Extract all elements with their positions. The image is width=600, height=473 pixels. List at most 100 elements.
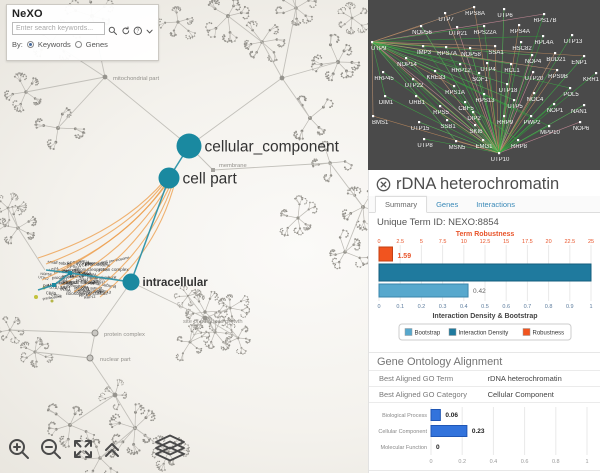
gene-label-RRP8[interactable]: RRP8 (511, 144, 528, 150)
fit-screen-icon[interactable] (71, 437, 95, 466)
gene-node[interactable]: UTP8 (417, 138, 433, 149)
graph-node-cell_part[interactable] (158, 167, 180, 189)
gene-node[interactable]: HSC82 (512, 41, 532, 52)
graph-node-label-cell_part[interactable]: cell part (183, 171, 238, 188)
gene-node[interactable]: PWP2 (523, 115, 541, 126)
gene-label-UTP13[interactable]: UTP13 (564, 39, 583, 45)
gene-node[interactable]: RPL4A (534, 35, 554, 46)
gene-label-UTP8[interactable]: UTP8 (417, 143, 433, 149)
zoom-out-icon[interactable] (39, 437, 64, 467)
gene-node[interactable]: RRP8 (511, 139, 528, 150)
gene-label-SKI6[interactable]: SKI6 (469, 129, 483, 135)
gene-node[interactable]: BUD21 (546, 52, 566, 63)
gene-node[interactable]: NOP1 (547, 103, 564, 114)
gene-label-UTP20[interactable]: UTP20 (525, 76, 544, 82)
gene-network-canvas[interactable]: RPS8A UTP6 RPS17B UTP7 NOP56 UTP21 RPS22A RPS4A… (368, 0, 600, 170)
gene-node[interactable]: UTP5 (507, 99, 523, 110)
gene-label-NOP6[interactable]: NOP6 (573, 126, 590, 132)
help-icon[interactable]: ? (133, 23, 143, 35)
tab-interactions[interactable]: Interactions (476, 200, 515, 209)
term-label-site-of-polarized-growth[interactable]: site of polarized growth (183, 319, 243, 325)
gene-node[interactable]: RPS22A (473, 25, 497, 36)
gene-label-NOP56[interactable]: NOP56 (412, 30, 432, 36)
gene-node[interactable]: UTP22 (405, 78, 424, 89)
gene-label-POL5[interactable]: POL5 (563, 92, 579, 98)
gene-label-RRP45[interactable]: RRP45 (374, 76, 394, 82)
gene-label-KRR1[interactable]: KRR1 (583, 77, 600, 83)
gene-node[interactable]: KRR1 (583, 72, 600, 83)
gene-label-RPS7A[interactable]: RPS7A (437, 51, 457, 57)
gene-label-HSC82[interactable]: HSC82 (512, 46, 532, 52)
gene-label-ENP1[interactable]: ENP1 (571, 60, 587, 66)
gene-label-UTP5[interactable]: UTP5 (507, 104, 523, 110)
zoom-in-icon[interactable] (7, 437, 32, 467)
gene-label-RPS1A[interactable]: RPS1A (445, 90, 465, 96)
term-label-mitochondrial-part[interactable]: mitochondrial part (113, 76, 159, 82)
gene-node[interactable]: NOP6 (573, 121, 590, 132)
gene-label-UTP10[interactable]: UTP10 (491, 157, 510, 163)
gene-label-UTP9[interactable]: UTP9 (371, 46, 387, 52)
gene-label-RPS4A[interactable]: RPS4A (510, 29, 530, 35)
gene-node[interactable]: NOC4 (527, 92, 544, 103)
gene-node[interactable]: UTP21 (449, 26, 468, 37)
gene-label-DIM1[interactable]: DIM1 (379, 100, 394, 106)
gene-node[interactable]: UTP6 (497, 8, 513, 19)
collapse-icon[interactable] (102, 439, 122, 464)
gene-label-NOP58[interactable]: NOP58 (461, 52, 481, 58)
gene-label-SSB1[interactable]: SSB1 (440, 124, 456, 130)
gene-label-MPP10[interactable]: MPP10 (540, 130, 560, 136)
gene-label-URB1[interactable]: URB1 (409, 100, 426, 106)
gene-node[interactable]: SOF1 (472, 72, 488, 83)
search-icon[interactable] (108, 23, 118, 35)
gene-label-NOC4[interactable]: NOC4 (527, 97, 544, 103)
gene-label-BMS1[interactable]: BMS1 (372, 120, 389, 126)
gene-node[interactable]: DIM1 (379, 95, 394, 106)
radio-keywords[interactable] (26, 41, 34, 48)
gene-label-UTP21[interactable]: UTP21 (449, 31, 468, 37)
gene-label-BUD21[interactable]: BUD21 (546, 57, 566, 63)
gene-node[interactable]: RPS1A (445, 85, 465, 96)
radio-genes[interactable] (74, 41, 82, 48)
gene-node[interactable]: RRP12 (451, 63, 471, 74)
gene-label-UTP18[interactable]: UTP18 (499, 88, 518, 94)
cluster-sublabel[interactable]: ribosome precursor (66, 291, 106, 296)
graph-node-label-intracellular[interactable]: intracellular (143, 277, 209, 289)
cluster-sublabel[interactable]: ribosomal subunit (59, 280, 96, 285)
gene-label-RRP12[interactable]: RRP12 (451, 68, 471, 74)
gene-label-UTP7[interactable]: UTP7 (438, 17, 454, 23)
search-input[interactable] (12, 22, 105, 35)
gene-node[interactable]: CBF5 (458, 101, 474, 112)
gene-node[interactable]: NOP14 (397, 57, 417, 68)
gene-label-RPS5[interactable]: RPS5 (433, 110, 449, 116)
gene-node[interactable]: RCL1 (504, 63, 520, 74)
gene-label-RPS17B[interactable]: RPS17B (533, 18, 556, 24)
tab-summary[interactable]: Summary (375, 196, 428, 213)
cluster-sublabel[interactable]: ribonucleoprotein complex (75, 267, 129, 272)
gene-node[interactable]: SKI6 (469, 124, 483, 135)
gene-node[interactable]: UTP10 (491, 152, 510, 163)
gene-node[interactable]: UTP4 (480, 62, 496, 73)
gene-node[interactable]: UTP15 (411, 121, 430, 132)
gene-node[interactable]: RRP45 (374, 71, 394, 82)
gene-label-UTP15[interactable]: UTP15 (411, 126, 430, 132)
gene-label-RPS22A[interactable]: RPS22A (473, 30, 496, 36)
gene-label-CBF5[interactable]: CBF5 (458, 106, 474, 112)
gene-label-RPS13[interactable]: RPS13 (475, 98, 495, 104)
gene-node[interactable]: KRE33 (426, 70, 446, 81)
gene-node[interactable]: UTP9 (371, 41, 387, 52)
gene-node[interactable]: RPS5 (433, 105, 449, 116)
gene-node[interactable]: DIP2 (467, 111, 481, 122)
gene-label-DIP2[interactable]: DIP2 (467, 116, 481, 122)
gene-node[interactable]: RPS13 (475, 93, 495, 104)
term-label-membrane[interactable]: membrane (219, 163, 247, 169)
gene-node[interactable]: UTP20 (525, 71, 544, 82)
gene-node[interactable]: POL5 (563, 87, 579, 98)
gene-label-SOF1[interactable]: SOF1 (472, 77, 488, 83)
gene-node[interactable]: NAN1 (571, 104, 588, 115)
gene-node[interactable]: NOP58 (461, 47, 481, 58)
gene-label-RRP9[interactable]: RRP9 (497, 120, 514, 126)
gene-node[interactable]: RPS8A (465, 6, 485, 17)
gene-node[interactable]: URB1 (409, 95, 426, 106)
close-icon[interactable] (376, 177, 391, 192)
gene-node[interactable]: MPP10 (540, 125, 560, 136)
